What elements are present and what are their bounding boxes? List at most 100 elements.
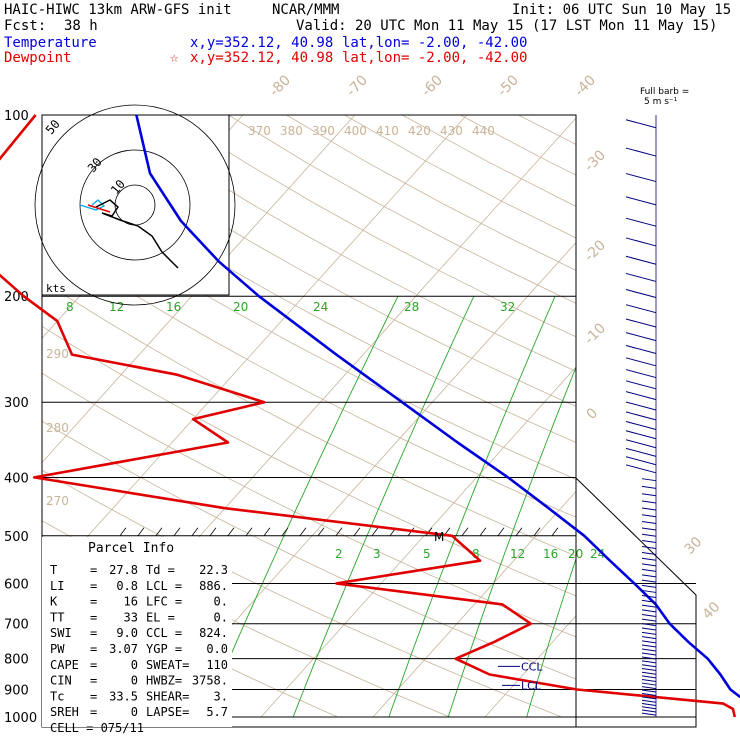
wind-barb [641, 557, 657, 561]
mixing-ratio-label: 32 [500, 300, 515, 314]
mixing-ratio-label: 20 [233, 300, 248, 314]
dry-adiabat-line [344, 115, 576, 239]
mixing-ratio-label: 12 [510, 547, 525, 561]
isotherm-label: -70 [344, 72, 371, 99]
wind-barb [641, 648, 657, 652]
wind-barb [641, 594, 657, 598]
parcel-key: SREH [50, 705, 79, 719]
parcel-equals: = [90, 626, 97, 640]
hatch-mark [245, 527, 253, 537]
hodo-trace [95, 199, 179, 269]
wind-barb [641, 609, 657, 613]
isotherm-label: -30 [582, 147, 609, 174]
isotherm-line [42, 115, 468, 588]
wind-barb [625, 217, 657, 227]
wind-barb [641, 640, 657, 644]
mixing-ratio-label: 2 [335, 547, 343, 561]
hodo-units: kts [46, 282, 66, 295]
hatch-mark [137, 527, 145, 537]
parcel-cell: CELL = 075/11 [50, 721, 144, 735]
wind-barb [641, 507, 657, 511]
wind-barb [641, 706, 657, 710]
parcel-equals: = [90, 579, 97, 593]
wind-barb [641, 568, 657, 572]
mixing-ratio-label: 28 [404, 300, 419, 314]
mixing-ratio-label: 8 [472, 547, 480, 561]
isotherm-label: 30 [682, 534, 706, 558]
wind-barb [625, 380, 657, 390]
wind-barb [641, 493, 657, 497]
pressure-tick-label: 700 [4, 618, 29, 633]
marker-m: M [434, 530, 444, 544]
mixing-ratio-label: 3 [373, 547, 381, 561]
parcel-key: LCL = [146, 579, 182, 593]
pressure-tick-label: 900 [4, 683, 29, 698]
wind-barb [625, 147, 657, 157]
forecast-label: Fcst: [4, 18, 47, 34]
isotherm-line [484, 615, 576, 718]
frame-box [41, 114, 577, 728]
parcel-value: 0 [131, 705, 138, 719]
wind-barbs [625, 115, 657, 717]
wind-barb [641, 539, 657, 543]
wind-barb [641, 667, 657, 671]
mixing-ratio-line [203, 296, 399, 718]
star-icon: ☆ [170, 50, 179, 66]
hatch-mark [173, 527, 181, 537]
dry-adiabat-line [42, 279, 576, 557]
wind-barb [641, 699, 657, 703]
org-label: NCAR/MMM [272, 2, 340, 18]
wind-barb [625, 119, 657, 129]
hatch-mark [227, 527, 235, 537]
parcel-key: Tc [50, 689, 64, 703]
parcel-value: 824. [199, 626, 228, 640]
mixing-ratio-line [447, 366, 576, 718]
wind-barb [625, 345, 657, 354]
wind-barb [641, 623, 657, 627]
dry-adiabat-line [228, 115, 576, 304]
wind-barb [641, 675, 657, 679]
mixing-ratio-line [603, 296, 735, 717]
theta-label: 370 [248, 124, 271, 138]
parcel-key: CIN [50, 674, 72, 688]
wind-barb [625, 411, 657, 421]
dry-adiabat-line [170, 115, 576, 338]
parcel-equals: = [90, 595, 97, 609]
parcel-value: 3758. [192, 674, 228, 688]
wind-barb [641, 563, 657, 567]
theta-label: 290 [46, 347, 69, 361]
parcel-value: 3.07 [109, 642, 138, 656]
temperature-trace [135, 114, 740, 699]
wind-barb [641, 692, 657, 696]
parcel-value: 0 [131, 674, 138, 688]
hatch-mark [461, 527, 469, 537]
hodo-trace-low [79, 199, 106, 211]
isotherm-line [372, 490, 576, 718]
wind-barb [625, 289, 657, 299]
hodo-trace-surface [87, 204, 111, 213]
pressure-tick-label: 400 [4, 471, 29, 486]
wind-barb [641, 682, 657, 686]
parcel-value: 33 [124, 610, 138, 624]
hatch-mark [209, 527, 217, 537]
hatch-mark [191, 527, 199, 537]
theta-label: 430 [440, 124, 463, 138]
parcel-key: TT [50, 610, 64, 624]
isotherm-label: -10 [582, 320, 609, 347]
wind-barb [641, 533, 657, 537]
barb-legend-line2: 5 m s⁻¹ [644, 97, 678, 107]
parcel-value: 0. [214, 610, 228, 624]
wind-barb [625, 421, 657, 430]
dry-adiabat-line [112, 115, 576, 372]
parcel-equals: = [90, 705, 97, 719]
wind-barb [641, 656, 657, 660]
isotherm-line [42, 115, 356, 464]
hatch-mark [551, 527, 559, 537]
parcel-value: 0 [131, 658, 138, 672]
wind-barb [641, 696, 657, 700]
parcel-value: 110 [206, 658, 228, 672]
wind-barb [625, 464, 657, 474]
wind-barb [641, 614, 657, 618]
mixing-ratio-labels: 8 12 16 20 24 28 32 2 3 5 8 12 16 20 24 [66, 300, 605, 561]
